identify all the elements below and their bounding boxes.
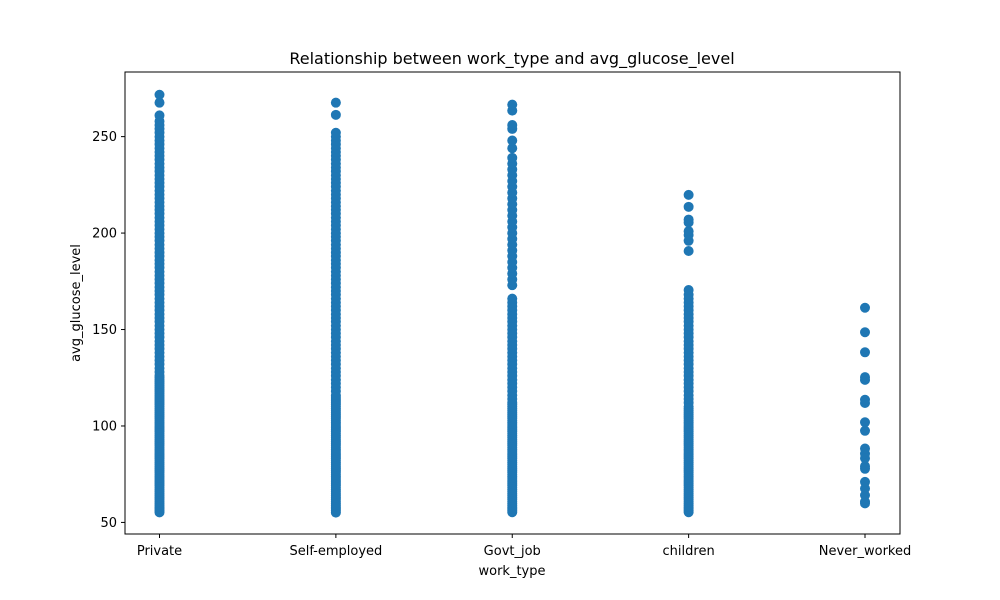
data-point bbox=[154, 110, 165, 121]
data-point bbox=[507, 99, 518, 110]
y-tick-label: 250 bbox=[92, 130, 117, 145]
data-point bbox=[330, 127, 341, 138]
data-point bbox=[860, 327, 870, 338]
y-axis-ticks: 50 100 150 200 250 bbox=[92, 130, 125, 531]
data-point bbox=[683, 189, 694, 200]
data-point bbox=[860, 347, 870, 358]
data-point bbox=[683, 201, 694, 212]
x-tick-label: Govt_job bbox=[484, 544, 541, 559]
x-tick-label: Never_worked bbox=[819, 544, 912, 559]
y-tick-label: 100 bbox=[92, 419, 117, 434]
data-point bbox=[683, 226, 694, 237]
data-point bbox=[860, 443, 870, 454]
data-point bbox=[860, 302, 870, 313]
chart-title: Relationship between work_type and avg_g… bbox=[289, 49, 734, 69]
data-point bbox=[860, 461, 870, 472]
data-point bbox=[330, 109, 341, 120]
data-point bbox=[507, 120, 518, 131]
x-tick-label: children bbox=[663, 544, 715, 559]
data-point bbox=[860, 417, 870, 428]
data-point bbox=[154, 89, 165, 100]
x-tick-label: Self-employed bbox=[289, 544, 382, 559]
data-point bbox=[154, 97, 165, 108]
x-tick-label: Private bbox=[137, 544, 182, 559]
data-point bbox=[507, 293, 518, 304]
data-point bbox=[507, 152, 518, 163]
y-axis-label: avg_glucose_level bbox=[69, 244, 84, 362]
data-point bbox=[860, 372, 870, 383]
data-point bbox=[507, 135, 518, 146]
data-point bbox=[330, 97, 341, 108]
data-point bbox=[860, 476, 870, 487]
y-tick-label: 150 bbox=[92, 323, 117, 338]
y-tick-label: 50 bbox=[100, 516, 117, 531]
data-point bbox=[860, 394, 870, 405]
y-tick-label: 200 bbox=[92, 227, 117, 242]
data-point bbox=[683, 284, 694, 295]
data-point bbox=[683, 246, 694, 257]
data-point bbox=[860, 425, 870, 436]
x-axis-label: work_type bbox=[479, 564, 546, 579]
data-point bbox=[683, 214, 694, 225]
data-points bbox=[154, 89, 870, 518]
x-axis-ticks: Private Self-employed Govt_job children Neve… bbox=[137, 534, 911, 559]
data-point bbox=[507, 143, 518, 154]
